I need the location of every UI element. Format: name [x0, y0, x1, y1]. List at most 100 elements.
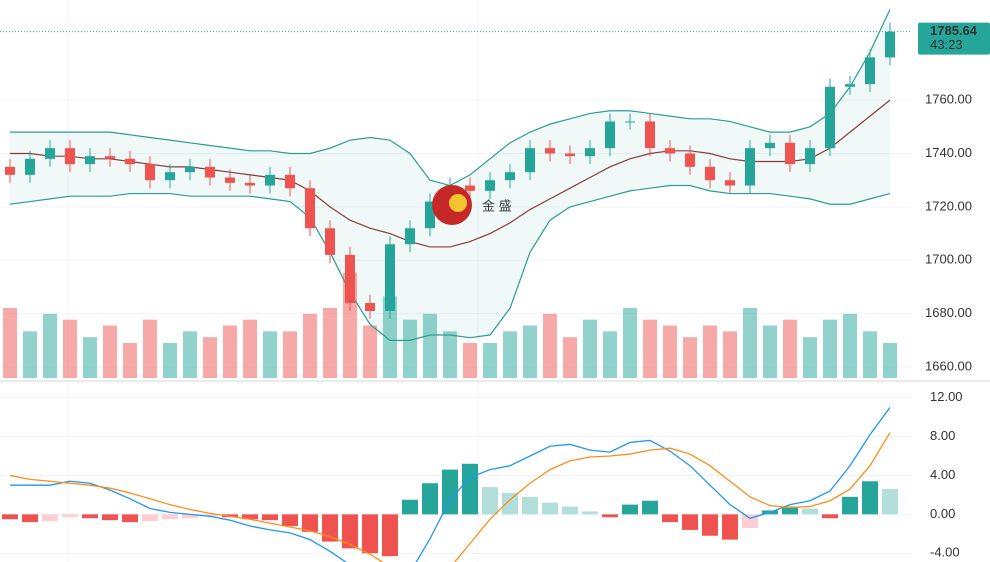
volume-bar [583, 319, 597, 378]
y-tick-label: 1720.00 [925, 198, 972, 213]
macd-histogram-bar [582, 511, 598, 515]
macd-histogram-bar [242, 514, 258, 520]
candle-body [205, 166, 215, 178]
candle-body [725, 180, 735, 186]
y-tick-label: -4.00 [930, 545, 960, 560]
volume-bar [623, 308, 637, 378]
volume-bar [743, 308, 757, 378]
candle-body [85, 156, 95, 165]
candle-body [285, 174, 295, 189]
volume-bar [783, 319, 797, 378]
candle-body [565, 153, 575, 157]
volume-bar [323, 308, 337, 378]
volume-bar [83, 337, 97, 378]
y-tick-label: 0.00 [930, 506, 955, 521]
macd-histogram-bar [182, 514, 198, 519]
macd-histogram-bar [822, 514, 838, 519]
volume-bar [563, 337, 577, 378]
volume-bar [883, 343, 897, 378]
candle-body [125, 158, 135, 165]
candle-body [165, 172, 175, 181]
candle-body [505, 172, 515, 181]
macd-histogram-bar [702, 514, 718, 536]
volume-bar [823, 319, 837, 378]
volume-bar [143, 319, 157, 378]
candle-body [465, 185, 475, 191]
macd-histogram-bar [602, 514, 618, 518]
candle-body [605, 121, 615, 149]
macd-histogram-bar [262, 514, 278, 521]
volume-bar [283, 331, 297, 378]
macd-histogram-bar [42, 514, 58, 522]
macd-histogram-bar [102, 514, 118, 521]
candle-body [625, 121, 635, 123]
macd-histogram-bar [162, 514, 178, 520]
volume-bar [423, 313, 437, 378]
y-tick-label: 1660.00 [925, 358, 972, 373]
candle-body [545, 148, 555, 154]
y-tick-label: 1700.00 [925, 252, 972, 267]
volume-bar [163, 343, 177, 378]
volume-bar [643, 319, 657, 378]
candle-body [425, 201, 435, 229]
volume-bar [203, 337, 217, 378]
candle-body [105, 156, 115, 159]
candle-body [325, 228, 335, 255]
candle-body [765, 142, 775, 149]
watermark-logo-inner [449, 194, 467, 212]
candle-body [485, 180, 495, 191]
macd-histogram-bar [482, 487, 498, 515]
macd-histogram-bar [82, 514, 98, 519]
volume-bar [663, 325, 677, 378]
macd-histogram-bar [442, 469, 458, 515]
candle-body [305, 188, 315, 229]
macd-histogram-bar [802, 508, 818, 515]
candle-body [385, 244, 395, 311]
volume-bar [543, 313, 557, 378]
macd-histogram-bar [382, 514, 398, 557]
candle-body [145, 164, 155, 181]
countdown-label: 43:23 [930, 37, 963, 52]
y-tick-label: 4.00 [930, 467, 955, 482]
macd-histogram-bar [62, 514, 78, 518]
macd-line [10, 406, 891, 562]
macd-histogram-bar [422, 483, 438, 515]
candle-body [745, 148, 755, 186]
macd-histogram-bar [622, 504, 638, 515]
candle-body [705, 166, 715, 181]
candle-body [185, 166, 195, 173]
volume-bar [103, 325, 117, 378]
volume-bar [63, 319, 77, 378]
macd-histogram-bar [462, 463, 478, 515]
last-price-box [918, 22, 990, 55]
volume-bar [3, 308, 17, 378]
macd-histogram-bar [682, 514, 698, 530]
candle-body [805, 148, 815, 165]
volume-bar [523, 325, 537, 378]
candle-body [845, 84, 855, 87]
candle-body [665, 148, 675, 154]
volume-bar [263, 331, 277, 378]
macd-histogram-bar [722, 514, 738, 540]
macd-histogram-bar [522, 496, 538, 515]
y-tick-label: 1760.00 [925, 92, 972, 107]
macd-histogram-bar [842, 496, 858, 515]
macd-histogram-bar [362, 514, 378, 554]
macd-histogram-bar [502, 492, 518, 515]
bollinger-line [9, 184, 891, 341]
macd-histogram-bar [642, 500, 658, 515]
volume-bar [243, 319, 257, 378]
volume-bar [683, 337, 697, 378]
candle-body [45, 148, 55, 159]
last-price-label: 1785.64 [930, 23, 978, 38]
volume-bar [603, 331, 617, 378]
candle-body [865, 57, 875, 85]
volume-bar [383, 296, 397, 378]
macd-line [9, 432, 891, 562]
volume-bar [843, 313, 857, 378]
macd-histogram-bar [882, 489, 898, 515]
macd-histogram-bar [302, 514, 318, 532]
volume-bar [43, 313, 57, 378]
macd-histogram-bar [122, 514, 138, 523]
volume-bar [23, 331, 37, 378]
